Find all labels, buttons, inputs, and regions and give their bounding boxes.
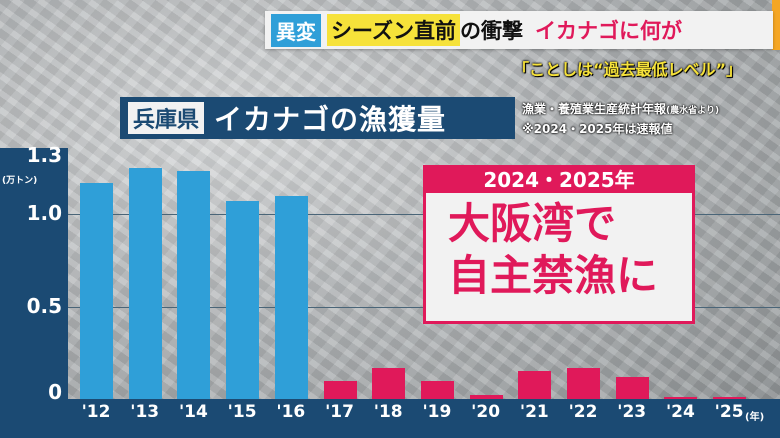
x-tick-label: '18 [373, 402, 403, 422]
y-axis-panel: (万トン) [0, 148, 68, 400]
y-tick-label: 0 [48, 380, 62, 404]
y-tick-label: 0.5 [26, 293, 62, 318]
bar-14 [177, 171, 211, 399]
bar-16 [274, 195, 308, 399]
x-tick-label: '14 [178, 402, 208, 422]
bar-23 [615, 376, 649, 399]
x-axis-panel [0, 399, 780, 438]
headline-highlight: シーズン直前 [327, 14, 460, 46]
x-tick-label: '13 [130, 402, 160, 422]
headline-tag: 異変 [271, 13, 321, 47]
prefecture-label: 兵庫県 [128, 102, 205, 134]
bar-13 [128, 167, 162, 399]
x-tick-label: '20 [471, 402, 501, 422]
source-line1-note: (農水省より) [666, 106, 720, 116]
bar-21 [518, 371, 552, 399]
x-axis-unit: (年) [745, 412, 765, 423]
x-tick-label: '16 [276, 402, 306, 422]
accent-stripe [772, 0, 780, 50]
callout-line1: 大阪湾で [448, 199, 617, 248]
x-tick-label: '23 [617, 402, 647, 422]
y-tick-label: 1.3 [26, 142, 62, 167]
bar-20 [469, 395, 503, 399]
callout-box: 2024・2025年 大阪湾で 自主禁漁に [423, 165, 695, 324]
bar-18 [372, 367, 406, 399]
callout-line2: 自主禁漁に [448, 251, 659, 300]
callout-header: 2024・2025年 [426, 168, 692, 193]
bar-17 [323, 380, 357, 399]
headline-mid: の衝撃 [459, 19, 523, 43]
bar-12 [80, 182, 113, 399]
x-tick-label: '21 [519, 402, 549, 422]
x-tick-label: '25 [714, 402, 744, 422]
bar-24 [664, 397, 698, 399]
x-tick-label: '12 [81, 402, 111, 422]
bar-15 [226, 201, 260, 399]
bar-19 [420, 380, 454, 399]
x-tick-label: '22 [568, 402, 598, 422]
y-axis-unit: (万トン) [2, 176, 38, 186]
headline-subtitle: 「ことしは“過去最低レベル”」 [513, 60, 743, 79]
y-tick-label: 1.0 [26, 201, 62, 225]
source-note: 漁業・養殖業生産統計年報(農水省より) ※2024・2025年は速報値 [522, 100, 719, 138]
bar-25 [713, 397, 747, 399]
chart-title: 兵庫県 イカナゴの漁獲量 [120, 97, 515, 139]
bar-22 [567, 367, 600, 399]
headline-accent: イカナゴに何が [534, 19, 682, 43]
x-tick-label: '24 [665, 402, 695, 422]
x-tick-label: '19 [422, 402, 452, 422]
x-tick-label: '17 [325, 402, 354, 422]
headline-bar: 異変 シーズン直前 の衝撃 イカナゴに何が [265, 11, 773, 49]
x-tick-label: '15 [227, 402, 257, 422]
chart-title-text: イカナゴの漁獲量 [214, 103, 447, 136]
source-line2: ※2024・2025年は速報値 [522, 122, 673, 136]
source-line1: 漁業・養殖業生産統計年報 [522, 102, 667, 116]
